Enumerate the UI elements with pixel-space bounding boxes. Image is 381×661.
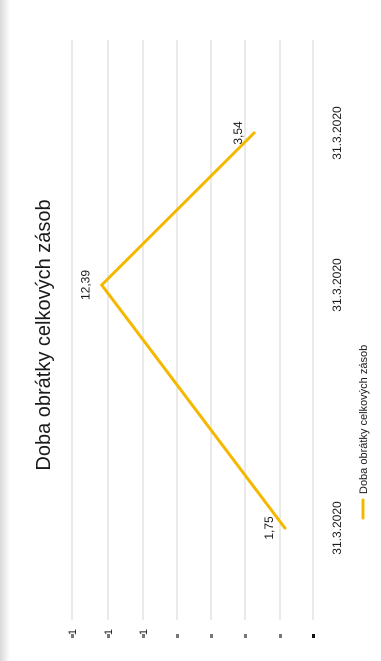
legend-label: Doba obrátky celkových zásob	[358, 345, 370, 494]
y-tick-label: 1	[103, 629, 115, 635]
y-tick-mark	[176, 634, 179, 638]
x-category-labels: 31.3.2020 31.3.2020 31.3.2020	[330, 106, 344, 555]
y-tick-label: 1	[138, 629, 150, 635]
data-point	[100, 283, 104, 287]
x-category-label: 31.3.2020	[330, 106, 344, 160]
y-tick-mark	[210, 634, 213, 638]
y-tick-mark	[279, 634, 282, 638]
data-label: 1,75	[262, 516, 276, 540]
series-line	[100, 131, 287, 530]
legend: Doba obrátky celkových zásob	[358, 345, 370, 520]
x-category-label: 31.3.2020	[330, 258, 344, 312]
gridlines	[71, 40, 314, 620]
data-label: 12,39	[79, 270, 93, 300]
data-label: 3,54	[231, 121, 245, 145]
y-tick-labels: 1 1 1	[67, 629, 315, 638]
data-point	[252, 131, 256, 135]
y-tick-mark	[312, 634, 315, 638]
y-tick-mark	[107, 634, 110, 638]
series-group: 1,75 12,39 3,54	[79, 121, 287, 540]
y-tick-mark	[244, 634, 247, 638]
y-tick-mark	[71, 634, 74, 638]
chart-title: Doba obrátky celkových zásob	[33, 199, 55, 470]
y-tick-mark	[142, 634, 145, 638]
x-category-label: 31.3.2020	[330, 501, 344, 555]
data-point	[283, 526, 287, 530]
y-tick-label: 1	[67, 629, 79, 635]
